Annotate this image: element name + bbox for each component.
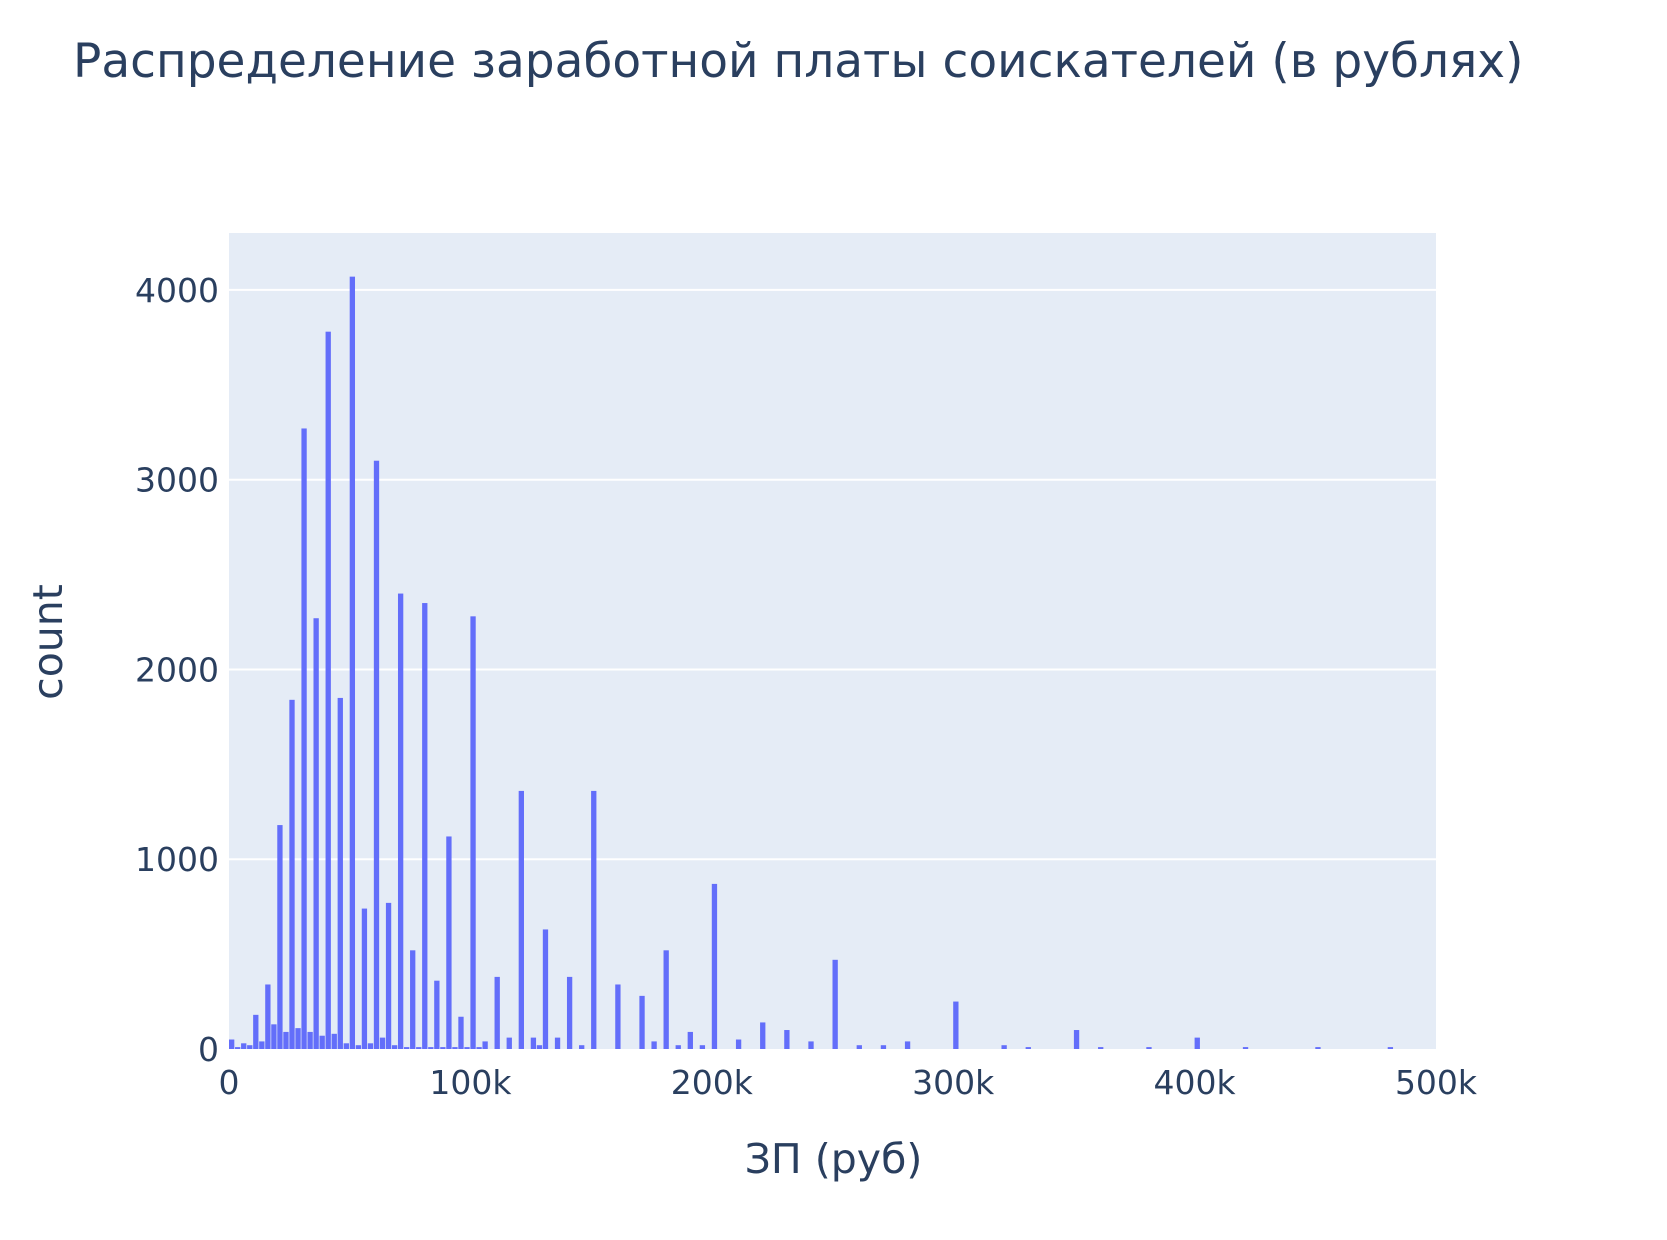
histogram-bar [482, 1041, 488, 1049]
histogram-bar [283, 1031, 289, 1049]
histogram-bar [265, 984, 271, 1049]
histogram-bar [434, 980, 440, 1049]
histogram-bar [385, 902, 392, 1049]
histogram-bar [458, 1016, 464, 1049]
histogram-bar [579, 1045, 585, 1049]
histogram-bar [247, 1045, 253, 1049]
histogram-bar [367, 1043, 374, 1049]
histogram-bar [808, 1041, 814, 1049]
histogram-bar [1146, 1047, 1152, 1049]
histogram-bar [1315, 1047, 1321, 1049]
histogram-bar [452, 1047, 458, 1049]
histogram-bar [379, 1037, 386, 1049]
chart-title: Распределение заработной платы соискател… [73, 34, 1524, 89]
histogram-bar [530, 1037, 537, 1049]
histogram-bar [343, 1043, 349, 1049]
histogram-bar [554, 1037, 561, 1049]
histogram-bar [699, 1045, 706, 1049]
histogram-bar [428, 1047, 434, 1049]
histogram-bar [355, 1045, 362, 1049]
histogram-bar [784, 1030, 790, 1049]
histogram-bar [880, 1045, 887, 1049]
histogram-bar [397, 593, 404, 1049]
histogram-bar [229, 1039, 235, 1049]
histogram-bar [422, 603, 428, 1049]
histogram-bar [361, 908, 368, 1049]
histogram-bar [253, 1014, 259, 1049]
y-tick-label: 1000 [135, 840, 219, 879]
x-tick-label: 200k [671, 1063, 754, 1102]
histogram-bar [259, 1041, 265, 1049]
x-tick-label: 300k [912, 1063, 995, 1102]
histogram-bar [307, 1031, 313, 1049]
histogram-bar [711, 883, 718, 1049]
histogram-bar [506, 1037, 512, 1049]
histogram-bar [735, 1039, 742, 1049]
histogram-bar [416, 1047, 422, 1049]
histogram-bar [953, 1001, 959, 1049]
histogram-bar [289, 699, 295, 1049]
y-tick-label: 2000 [135, 650, 219, 689]
x-tick-label: 0 [219, 1063, 240, 1102]
histogram-bar [295, 1028, 301, 1049]
plot-background [229, 233, 1436, 1049]
histogram-bar [410, 950, 416, 1049]
histogram-bar [331, 1033, 337, 1049]
histogram-bar [639, 995, 645, 1049]
x-axis-title: ЗП (руб) [744, 1135, 923, 1183]
histogram-bar [349, 276, 356, 1050]
histogram-bar [536, 1045, 543, 1049]
y-axis-title: count [24, 584, 72, 700]
y-tick-label: 4000 [135, 271, 219, 310]
histogram-bar [325, 331, 331, 1049]
histogram-bar [687, 1031, 693, 1049]
histogram-bar [440, 1047, 446, 1049]
histogram-bar [470, 616, 476, 1049]
histogram-bar [832, 959, 838, 1049]
y-tick-label: 3000 [135, 461, 219, 500]
histogram-bar [1194, 1037, 1200, 1049]
histogram-bar [904, 1041, 911, 1049]
histogram-bar [337, 697, 343, 1049]
histogram-bar [446, 836, 452, 1049]
histogram-bar [1387, 1047, 1394, 1049]
histogram-bar [241, 1043, 247, 1049]
y-tick-label: 0 [198, 1030, 219, 1069]
histogram-bar [566, 976, 573, 1049]
histogram-bar [373, 460, 380, 1049]
histogram-bar [464, 1047, 470, 1049]
histogram-bar [675, 1045, 681, 1049]
x-tick-label: 400k [1154, 1063, 1237, 1102]
histogram-bar [663, 950, 669, 1049]
histogram-bar [1073, 1030, 1080, 1049]
histogram-bar [235, 1047, 241, 1049]
histogram-bar [404, 1047, 410, 1049]
histogram-bar [494, 976, 500, 1049]
histogram-bar [313, 618, 319, 1049]
histogram-bar [277, 825, 283, 1049]
histogram-bar [856, 1045, 862, 1049]
histogram-bar [301, 428, 307, 1050]
x-tick-label: 100k [429, 1063, 512, 1102]
histogram-bar [591, 790, 597, 1049]
histogram-bar [651, 1041, 657, 1049]
histogram-bar [1001, 1045, 1007, 1049]
histogram-bar [1098, 1047, 1104, 1049]
histogram-bar [319, 1035, 325, 1049]
histogram-bar [1025, 1047, 1031, 1049]
histogram-bar [760, 1022, 766, 1049]
histogram-bar [542, 929, 549, 1049]
histogram-bar [391, 1045, 398, 1049]
histogram-bar [476, 1047, 482, 1049]
histogram-bar [518, 790, 524, 1049]
x-tick-label: 500k [1395, 1063, 1478, 1102]
histogram-bar [271, 1024, 277, 1049]
histogram-bar [615, 984, 621, 1049]
histogram-bar [1242, 1047, 1249, 1049]
